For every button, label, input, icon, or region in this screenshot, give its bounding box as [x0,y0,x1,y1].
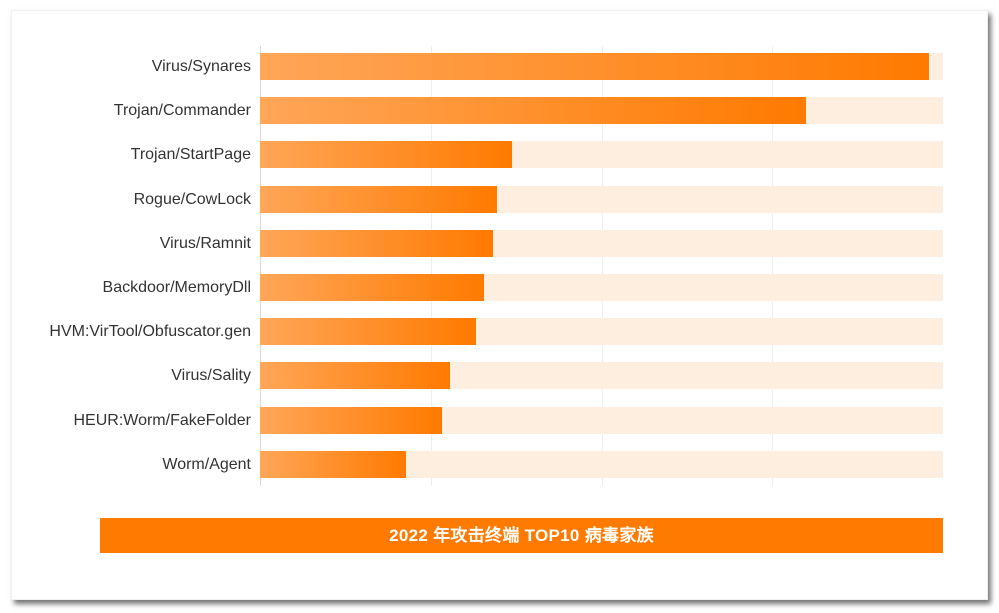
category-label: Backdoor/MemoryDll [102,279,251,296]
bar [260,406,442,434]
category-label: HEUR:Worm/FakeFolder [73,411,251,429]
bar [260,450,407,478]
plot-area [260,46,943,486]
category-label: Worm/Agent [162,455,251,473]
bar [260,97,807,125]
bar-row [260,362,943,390]
category-label: Rogue/CowLock [133,190,251,208]
y-axis-line [260,46,261,486]
chart-title: 2022 年攻击终端 TOP10 病毒家族 [100,518,943,553]
bar-row [260,274,943,301]
bar-row [260,406,943,434]
grid-line [601,46,603,486]
grid-line [772,46,774,486]
bar [260,141,513,169]
category-label: HVM:VirTool/Obfuscator.gen [49,323,251,341]
bar-row [260,185,943,213]
category-label: Trojan/StartPage [130,146,251,164]
category-label: Virus/Ramnit [159,234,251,252]
category-label: Virus/Synares [151,58,251,75]
bar [260,318,476,346]
bar-row [260,450,943,478]
bar [260,274,485,301]
grid-line [430,46,432,486]
bar-row [260,229,943,257]
bar [260,185,497,213]
bar [260,53,930,80]
bar-row [260,97,943,125]
bar [260,229,493,257]
category-label: Virus/Sality [171,367,251,385]
bar-row [260,141,943,169]
bar [260,362,450,390]
category-label: Trojan/Commander [113,102,251,120]
bar-row [260,53,943,80]
bar-row [260,318,943,346]
